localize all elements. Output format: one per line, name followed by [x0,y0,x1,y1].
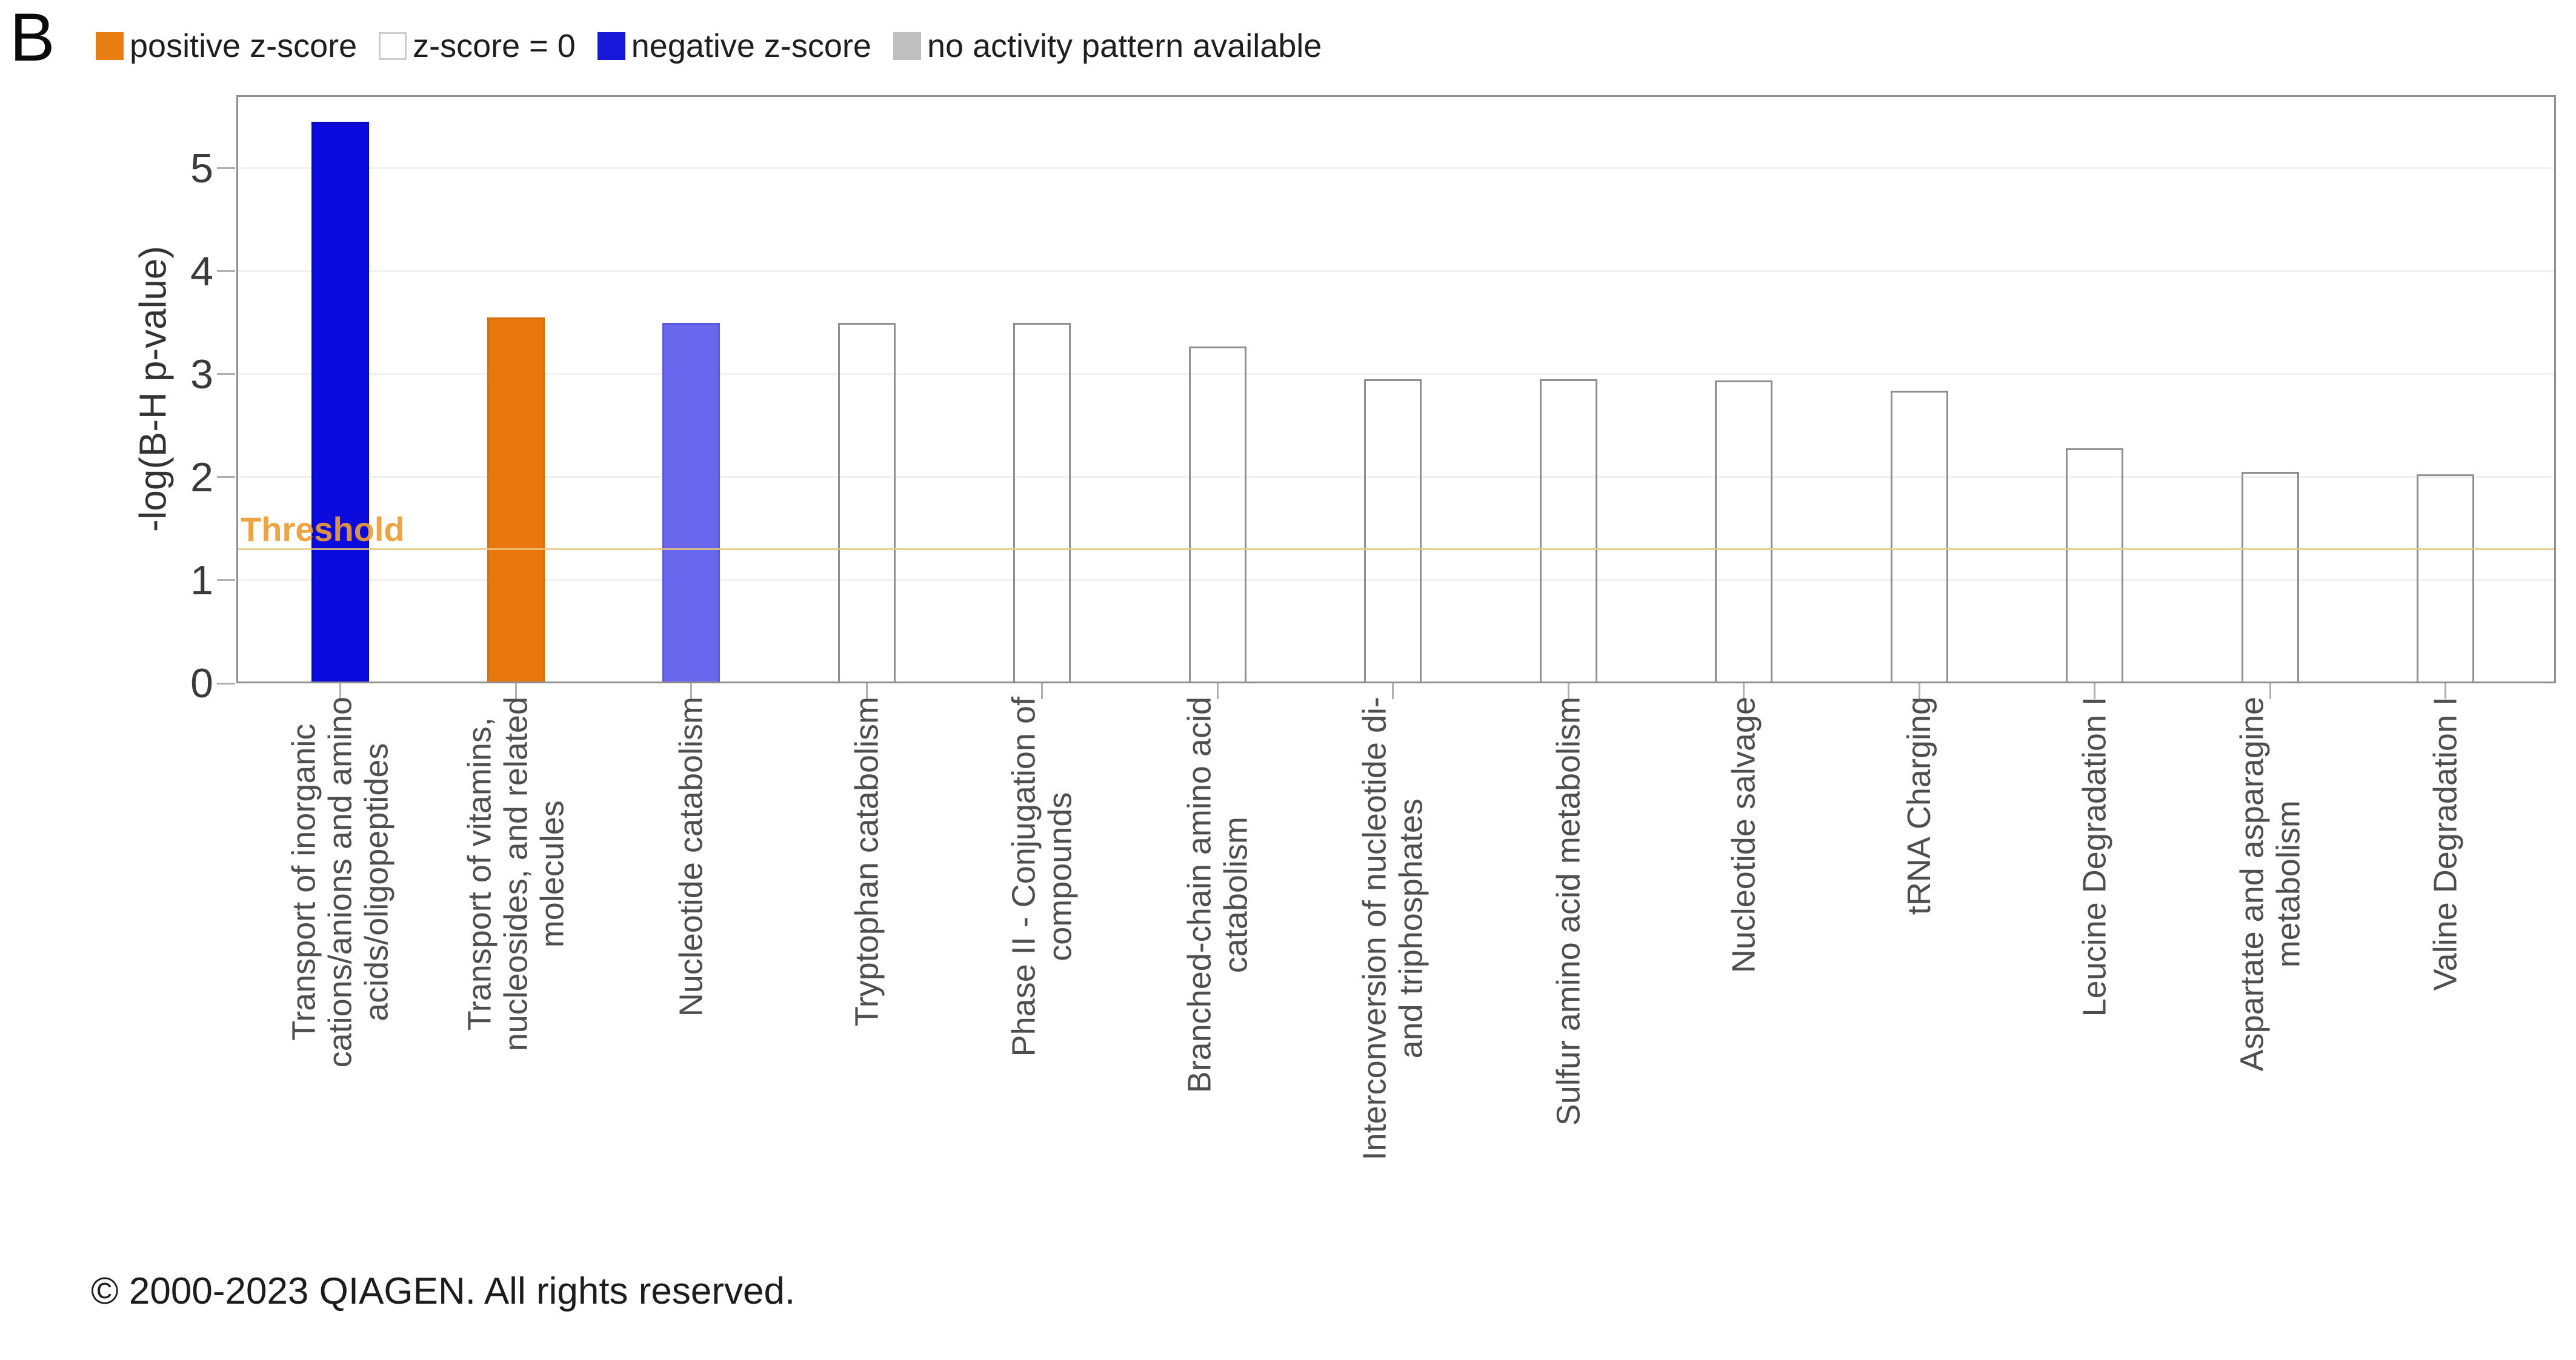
x-axis-tick-7 [1392,683,1394,699]
legend-item-z-score-zero: z-score = 0 [379,28,576,64]
x-axis-tick-5 [1041,683,1043,699]
y-axis-tick-5 [217,167,235,170]
y-axis-tick-2 [217,476,235,479]
bar-8-zero-z [1539,379,1597,683]
x-axis-tick-9 [1743,683,1745,699]
x-axis-label-10: tRNA Charging [1901,697,1938,915]
threshold-line [238,548,2554,551]
negative-z-score-swatch-icon [597,32,625,60]
bar-9-zero-z [1715,380,1773,683]
x-axis-label-13: Valine Degradation I [2427,697,2464,991]
x-axis-label-7: Interconversion of nucleotide di- and tr… [1356,697,1429,1161]
x-axis-tick-8 [1567,683,1569,699]
x-axis-label-12: Aspartate and asparagine metabolism [2234,697,2307,1072]
gridline-y-1 [238,579,2554,582]
x-axis-tick-11 [2094,683,2096,699]
x-axis-label-2: Transport of vitamins, nucleosides, and … [461,697,571,1052]
legend-label-z-score-zero: z-score = 0 [413,28,576,64]
x-axis-label-9: Nucleotide salvage [1725,697,1762,974]
legend-item-negative-z-score: negative z-score [597,28,871,64]
x-axis-tick-6 [1216,683,1219,699]
bar-7-zero-z [1364,379,1422,683]
x-axis-label-11: Leucine Degradation I [2076,697,2113,1017]
y-axis-tick-label-0: 0 [190,660,213,706]
x-axis-tick-10 [1918,683,1920,699]
copyright-notice: © 2000-2023 QIAGEN. All rights reserved. [91,1270,796,1312]
x-axis-tick-13 [2445,683,2447,699]
bar-1-negative-z [311,122,370,683]
y-axis-tick-label-3: 3 [190,351,213,397]
threshold-label: Threshold [241,509,405,548]
y-axis-tick-label-2: 2 [190,454,213,500]
x-axis-tick-1 [339,683,342,699]
x-axis-tick-12 [2269,683,2271,699]
x-axis-label-1: Transport of inorganic cations/anions an… [285,697,395,1068]
legend-label-no-activity-pattern: no activity pattern available [927,28,1322,64]
positive-z-score-swatch-icon [96,32,124,60]
bar-13-zero-z [2417,474,2475,683]
bar-2-positive-z [487,317,545,683]
y-axis-tick-0 [217,682,235,685]
panel-letter: B [10,0,55,75]
x-axis-label-5: Phase II - Conjugation of compounds [1005,697,1079,1057]
y-axis-tick-4 [217,270,235,273]
bar-12-zero-z [2241,472,2299,683]
bar-4-zero-z [837,322,896,683]
bar-3-negative-z [662,322,721,683]
x-axis-tick-3 [690,683,693,699]
y-axis-tick-3 [217,373,235,376]
legend-label-positive-z-score: positive z-score [130,28,358,64]
legend: positive z-score z-score = 0 negative z-sc… [96,28,1322,64]
legend-item-positive-z-score: positive z-score [96,28,357,64]
bar-6-zero-z [1188,346,1246,683]
bar-10-zero-z [1890,391,1948,683]
gridline-y-4 [238,270,2554,273]
no-activity-pattern-swatch-icon [893,32,921,60]
x-axis-label-6: Branched-chain amino acid catabolism [1181,697,1254,1093]
x-axis-label-4: Tryptophan catabolism [848,697,885,1027]
y-axis-tick-1 [217,579,235,582]
legend-label-negative-z-score: negative z-score [631,28,871,64]
y-axis-tick-label-5: 5 [190,145,213,191]
y-axis-tick-label-4: 4 [190,248,213,294]
x-axis-tick-2 [514,683,517,699]
legend-item-no-activity-pattern: no activity pattern available [893,28,1322,64]
x-axis-label-8: Sulfur amino acid metabolism [1550,697,1587,1126]
y-axis-tick-label-1: 1 [190,557,213,603]
x-axis-label-3: Nucleotide catabolism [673,697,710,1017]
z-score-zero-swatch-icon [379,32,407,60]
gridline-y-2 [238,476,2554,479]
bar-5-zero-z [1013,322,1071,683]
gridline-y-5 [238,167,2554,170]
bar-chart-plot-area [236,95,2556,683]
gridline-y-3 [238,373,2554,376]
x-axis-tick-4 [865,683,868,699]
bar-11-zero-z [2066,448,2124,683]
